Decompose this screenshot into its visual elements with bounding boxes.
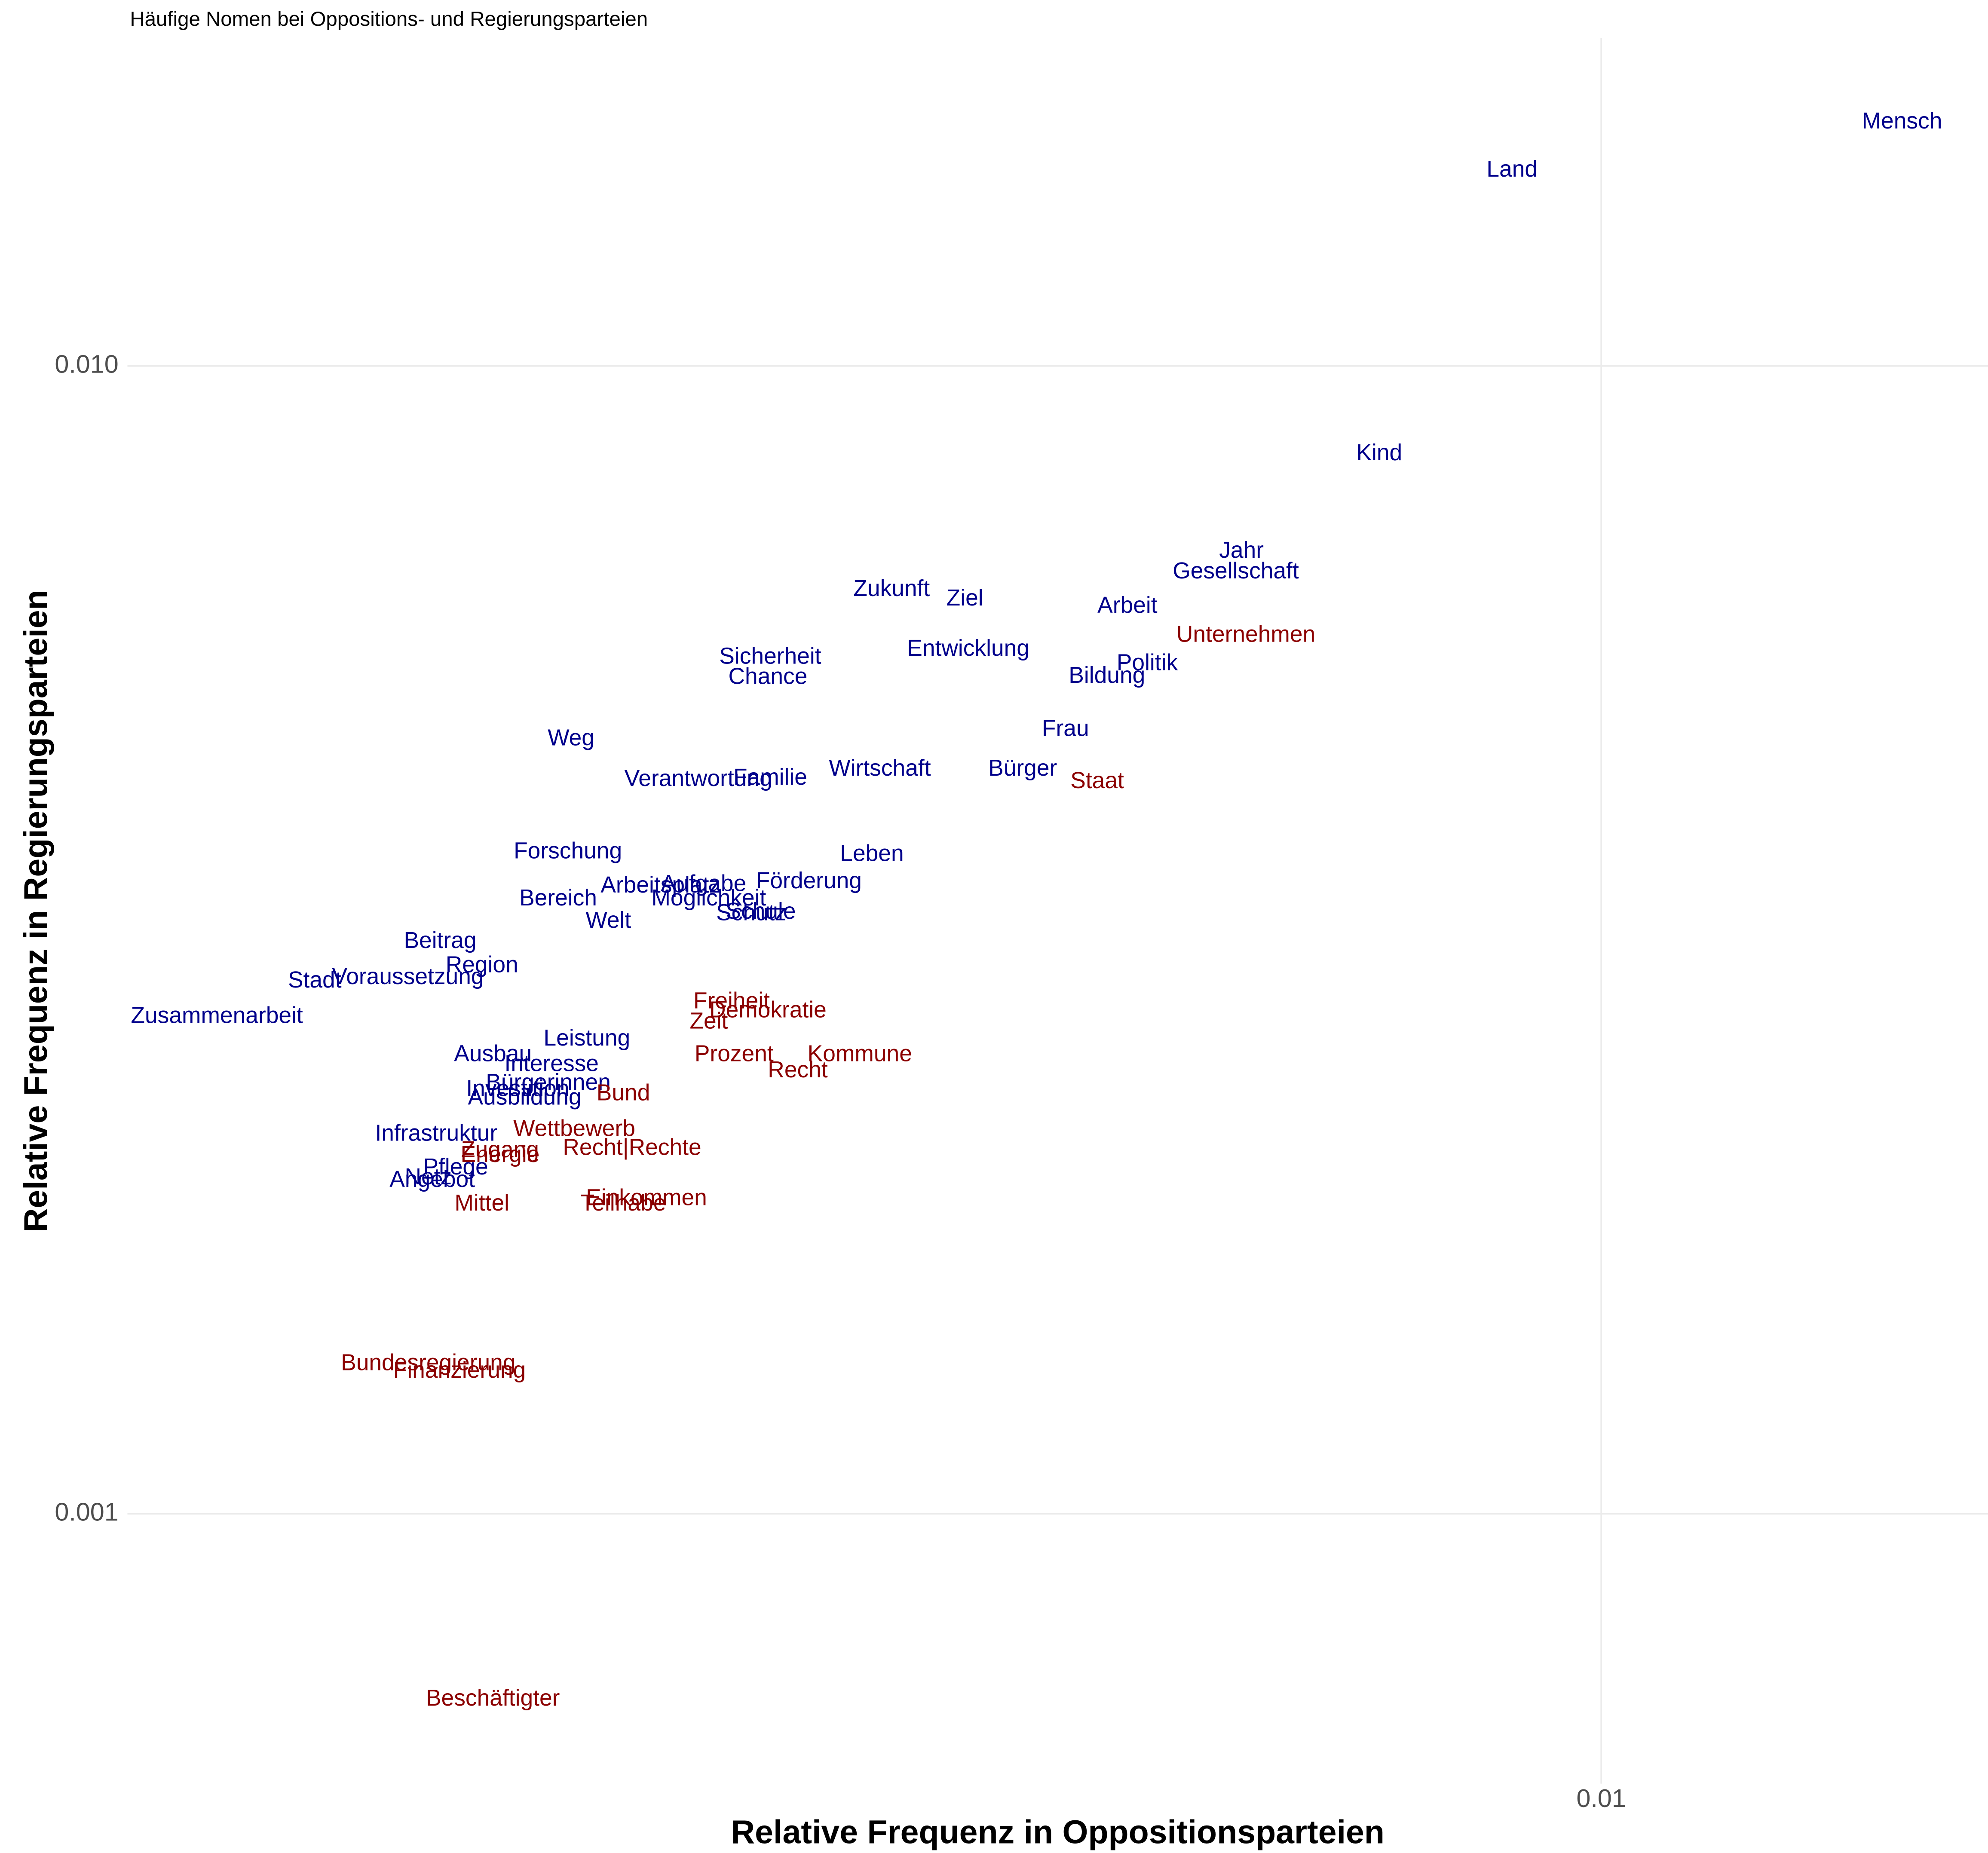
word-label: Prozent <box>695 1041 774 1066</box>
word-label: Weg <box>548 725 594 750</box>
word-label: Ziel <box>947 585 983 611</box>
word-label: Möglichkeit <box>651 885 766 911</box>
word-label: Bürgerinnen <box>486 1070 611 1095</box>
word-label: Ausbildung <box>468 1085 582 1110</box>
word-label: Kommune <box>808 1041 912 1066</box>
word-label: Zusammenarbeit <box>131 1003 303 1028</box>
word-label: Mensch <box>1862 108 1942 134</box>
word-label: Zugang <box>461 1137 539 1162</box>
word-label: Investition <box>466 1076 569 1101</box>
word-label: Recht|Rechte <box>563 1134 701 1160</box>
word-label: Einkommen <box>586 1185 707 1211</box>
grid-layer: 0.001 0.010 0.01 <box>55 38 1988 1813</box>
word-label: Bürger <box>988 755 1057 781</box>
x-axis-title: Relative Frequenz in Oppositionsparteien <box>731 1814 1385 1851</box>
word-label: Verantwortung <box>625 766 772 791</box>
word-label: Förderung <box>756 868 862 893</box>
word-label: Ausbau <box>454 1041 532 1066</box>
y-tick-label: 0.010 <box>55 349 118 378</box>
word-label: Wettbewerb <box>513 1116 635 1141</box>
word-label: Land <box>1486 156 1538 182</box>
word-label: Sicherheit <box>719 644 821 669</box>
word-label: Teilhabe <box>581 1190 666 1216</box>
word-label: Kind <box>1356 440 1402 465</box>
chart-title: Häufige Nomen bei Oppositions- und Regie… <box>130 8 648 31</box>
word-label: Finanzierung <box>393 1358 526 1383</box>
word-label: Forschung <box>514 838 622 863</box>
word-label: Bundesregierung <box>341 1350 515 1376</box>
word-label: Energie <box>460 1142 539 1167</box>
word-label: Pflege <box>423 1154 488 1180</box>
word-label: Entwicklung <box>907 636 1029 661</box>
word-label: Voraussetzung <box>332 964 484 989</box>
y-axis-title: Relative Frequenz in Regierungsparteien <box>17 590 54 1232</box>
word-label: Angebot <box>389 1167 475 1192</box>
word-label: Politik <box>1117 650 1178 675</box>
word-label: Netz <box>404 1164 452 1189</box>
word-label: Jahr <box>1219 538 1264 563</box>
word-label: Stadt <box>288 967 342 993</box>
word-label: Bereich <box>519 885 597 911</box>
word-label: Aufgabe <box>661 871 746 896</box>
word-label: Staat <box>1070 768 1124 793</box>
word-label: Arbeitsplatz <box>600 872 720 898</box>
word-label: Mittel <box>454 1190 509 1216</box>
word-label: Region <box>446 952 518 977</box>
y-tick-label: 0.001 <box>55 1497 118 1526</box>
word-label: Zeit <box>689 1008 728 1034</box>
word-label: Wirtschaft <box>829 755 931 781</box>
x-tick-label: 0.01 <box>1576 1784 1626 1813</box>
word-label: Arbeit <box>1097 593 1158 618</box>
word-label: Beschäftigter <box>426 1685 560 1711</box>
word-label: Welt <box>585 908 631 933</box>
word-label: Freiheit <box>693 988 770 1014</box>
word-label: Beitrag <box>404 928 476 953</box>
word-label: Leistung <box>543 1025 630 1051</box>
word-label: Familie <box>733 764 807 790</box>
word-label: Unternehmen <box>1176 622 1315 647</box>
word-label: Bildung <box>1069 663 1145 688</box>
word-label: Interesse <box>505 1051 599 1076</box>
word-label: Schutz <box>716 900 786 925</box>
word-label: Bund <box>597 1080 650 1106</box>
word-label: Gesellschaft <box>1173 558 1299 584</box>
word-label: Infrastruktur <box>375 1120 497 1146</box>
word-label: Demokratie <box>709 997 827 1023</box>
word-label: Frau <box>1042 716 1089 741</box>
word-label: Zukunft <box>853 576 930 601</box>
word-label: Recht <box>768 1057 828 1082</box>
word-label: Leben <box>840 841 904 866</box>
word-label: Schule <box>726 899 796 924</box>
word-label: Chance <box>729 664 808 689</box>
